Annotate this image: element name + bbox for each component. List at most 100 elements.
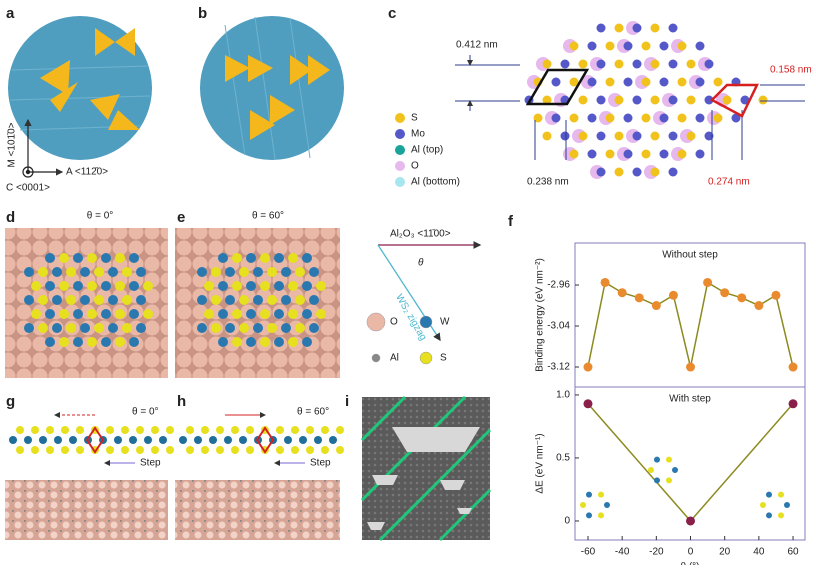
step-label: Step <box>310 458 331 469</box>
axis-label: A <112̄0> <box>66 167 108 178</box>
atom <box>87 309 97 319</box>
atom <box>239 323 249 333</box>
atom <box>288 309 298 319</box>
unit-cell <box>525 68 590 106</box>
atom <box>677 113 687 123</box>
marker <box>686 362 696 372</box>
atom <box>87 253 97 263</box>
atom <box>246 253 256 263</box>
atom <box>758 95 768 105</box>
substrate <box>175 480 340 540</box>
atom <box>321 426 329 434</box>
x-tick-label: -40 <box>615 547 630 558</box>
atom <box>136 267 146 277</box>
atom <box>129 337 139 347</box>
atom <box>39 436 47 444</box>
atom <box>224 436 232 444</box>
atom <box>641 41 651 51</box>
atom <box>218 309 228 319</box>
atom <box>586 491 592 498</box>
atom <box>59 281 69 291</box>
atom <box>143 281 153 291</box>
x-tick-label: 60 <box>787 547 799 558</box>
step-label: Step <box>140 458 161 469</box>
marker <box>686 516 696 526</box>
atom <box>740 95 750 105</box>
atom <box>778 512 784 519</box>
dimension-lines <box>455 55 805 160</box>
atom <box>108 267 118 277</box>
atom <box>216 426 224 434</box>
atom <box>246 337 256 347</box>
atom <box>632 131 642 141</box>
atom <box>713 77 723 87</box>
atom <box>194 436 202 444</box>
atom <box>614 167 624 177</box>
atom <box>641 149 651 159</box>
atom <box>115 309 125 319</box>
atom <box>659 149 669 159</box>
atom <box>61 426 69 434</box>
atom <box>605 77 615 87</box>
atom <box>239 267 249 277</box>
atom <box>569 113 579 123</box>
atom <box>274 309 284 319</box>
atom <box>560 59 570 69</box>
atom <box>766 512 772 519</box>
atom <box>291 426 299 434</box>
legend-label: Al (bottom) <box>411 177 460 188</box>
atom <box>46 446 54 454</box>
y-tick-label: -3.12 <box>547 362 570 373</box>
atom <box>136 426 144 434</box>
atom <box>596 95 606 105</box>
atom <box>260 253 270 263</box>
atom <box>686 59 696 69</box>
atom <box>722 95 732 105</box>
atom <box>151 446 159 454</box>
atom <box>38 267 48 277</box>
legend-label: O <box>411 161 419 172</box>
atom <box>704 59 714 69</box>
marker <box>788 399 798 409</box>
chart-f: Without step Binding energy (eV nm⁻²) -2.9… <box>535 242 806 570</box>
atom <box>666 456 672 463</box>
y-tick-label: 0.5 <box>556 453 570 464</box>
atom <box>587 149 597 159</box>
atom <box>16 446 24 454</box>
atom <box>713 113 723 123</box>
atom <box>284 436 292 444</box>
atom <box>225 323 235 333</box>
atom <box>614 23 624 33</box>
atom <box>650 131 660 141</box>
angle-label: θ = 0° <box>87 211 114 222</box>
atom <box>246 281 256 291</box>
atom <box>668 59 678 69</box>
atom <box>61 446 69 454</box>
atom <box>614 59 624 69</box>
atom <box>276 446 284 454</box>
atom <box>614 131 624 141</box>
x-tick-label: -20 <box>649 547 664 558</box>
atom <box>551 77 561 87</box>
atom <box>204 281 214 291</box>
atom <box>204 309 214 319</box>
legend: S Mo Al (top) O Al (bottom) <box>395 113 460 188</box>
atom <box>197 295 207 305</box>
atom <box>302 337 312 347</box>
panel-label: i <box>345 393 349 410</box>
atom <box>166 426 174 434</box>
x-axis-label: θ (°) <box>681 562 700 565</box>
atom <box>73 337 83 347</box>
atom <box>321 446 329 454</box>
atom <box>695 41 705 51</box>
atom <box>115 337 125 347</box>
atom <box>623 149 633 159</box>
atom <box>760 502 766 508</box>
atom <box>38 295 48 305</box>
atom <box>31 446 39 454</box>
atom <box>778 491 784 498</box>
atom <box>650 95 660 105</box>
atom <box>260 309 270 319</box>
atom <box>66 323 76 333</box>
atom <box>578 95 588 105</box>
